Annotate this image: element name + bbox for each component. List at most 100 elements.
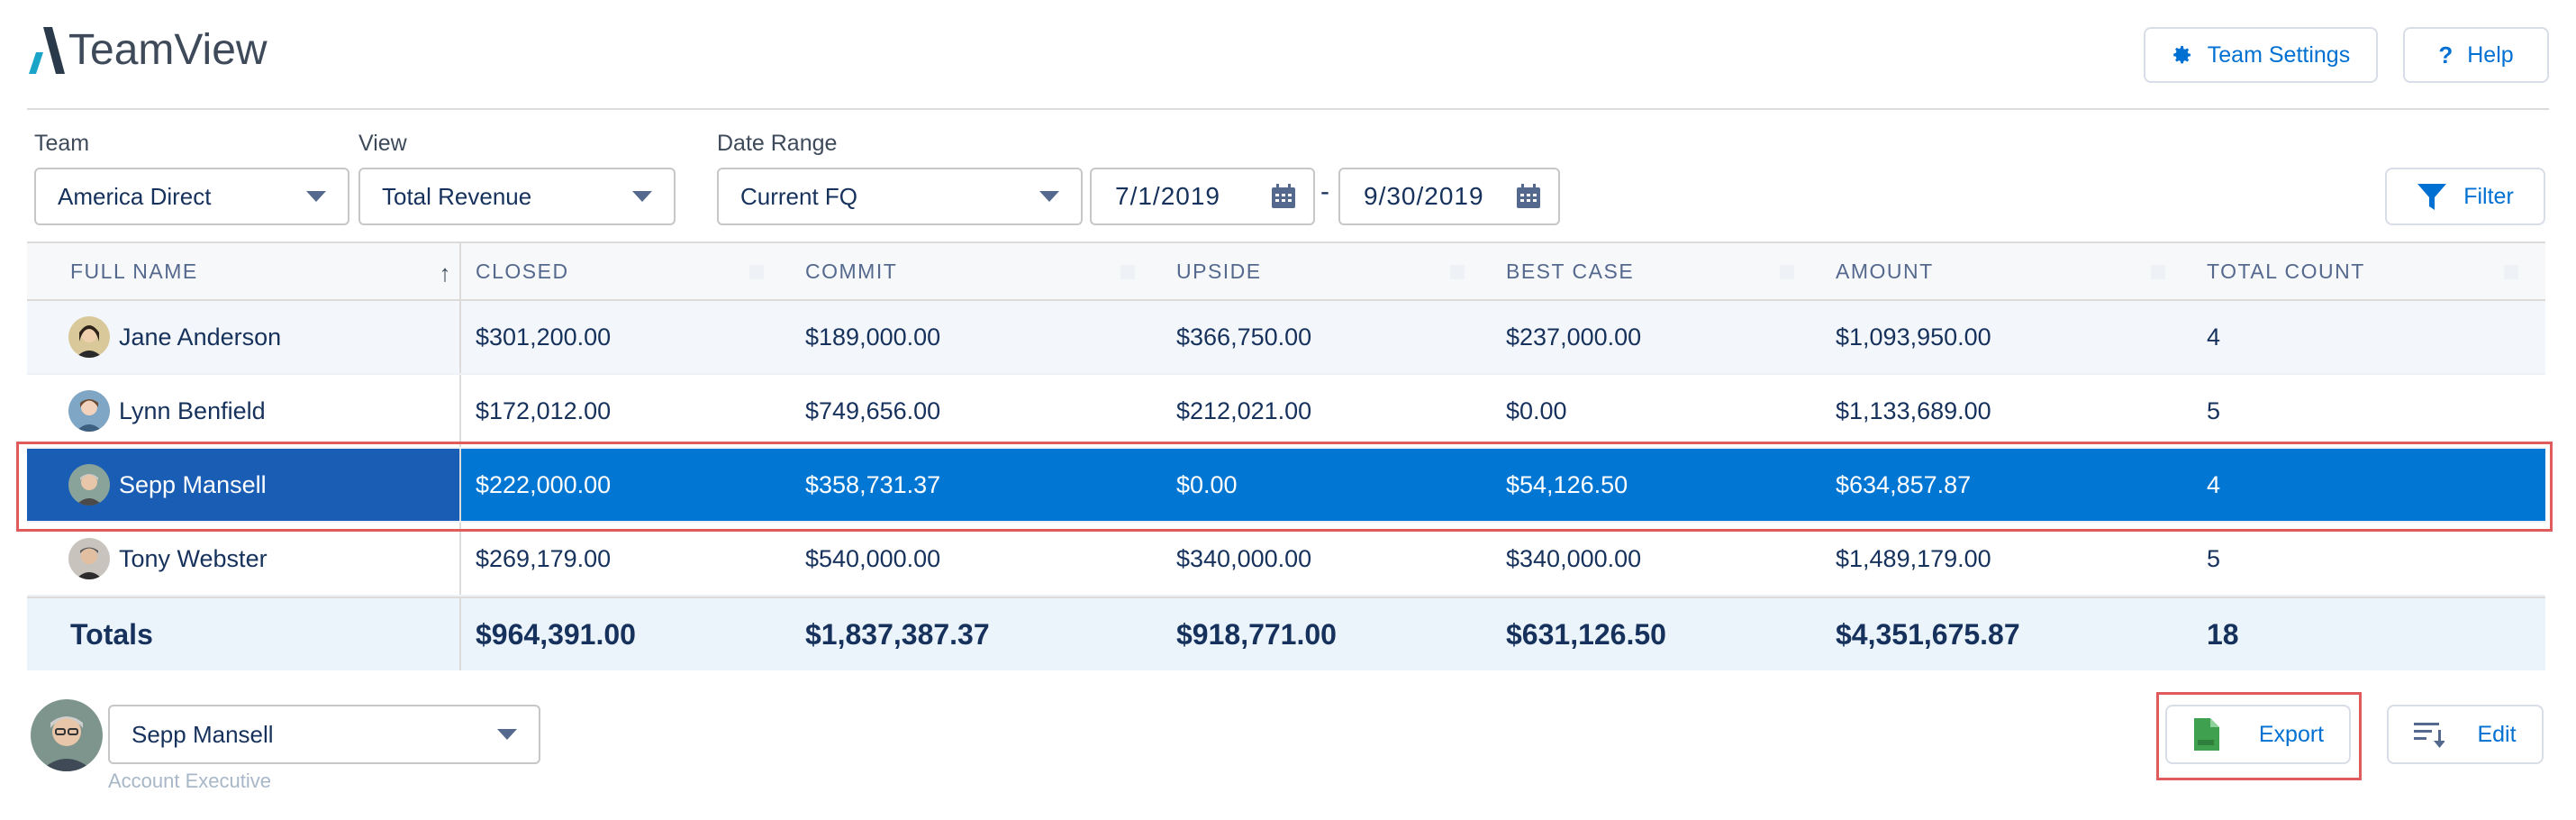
column-resize-handle[interactable] bbox=[2504, 265, 2518, 279]
column-header-label: AMOUNT bbox=[1836, 259, 1934, 283]
column-resize-handle[interactable] bbox=[749, 265, 764, 279]
amount-cell: $1,489,179.00 bbox=[1836, 544, 1991, 572]
edit-label: Edit bbox=[2477, 721, 2517, 747]
table-row-selected[interactable]: Sepp Mansell $222,000.00 $358,731.37 $0.… bbox=[27, 449, 2545, 523]
team-settings-button[interactable]: Team Settings bbox=[2144, 27, 2378, 83]
best-case-cell: $0.00 bbox=[1506, 396, 1567, 424]
view-select-value: Total Revenue bbox=[382, 182, 532, 210]
person-name: Lynn Benfield bbox=[119, 396, 266, 424]
column-header-commit[interactable]: COMMIT bbox=[791, 243, 1162, 299]
full-name-cell[interactable]: Tony Webster bbox=[27, 523, 461, 595]
column-header-full-name[interactable]: FULL NAME ↑ bbox=[27, 243, 461, 299]
column-header-label: CLOSED bbox=[476, 259, 569, 283]
total-count-cell: 5 bbox=[2207, 544, 2221, 572]
revenue-table: FULL NAME ↑ CLOSED COMMIT UPSIDE BEST CA… bbox=[27, 241, 2545, 670]
amount-cell: $1,093,950.00 bbox=[1836, 323, 1991, 351]
column-resize-handle[interactable] bbox=[1780, 265, 1794, 279]
calendar-icon[interactable] bbox=[1270, 183, 1297, 210]
best-case-cell: $340,000.00 bbox=[1506, 544, 1642, 572]
sort-ascending-icon[interactable]: ↑ bbox=[439, 260, 452, 287]
total-amount: $4,351,675.87 bbox=[1836, 617, 2020, 651]
amount-cell: $1,133,689.00 bbox=[1836, 396, 1991, 424]
question-icon: ? bbox=[2438, 41, 2454, 68]
export-button[interactable]: Export bbox=[2165, 705, 2351, 764]
avatar bbox=[68, 464, 110, 506]
column-header-label: COMMIT bbox=[805, 259, 898, 283]
help-button[interactable]: ? Help bbox=[2403, 27, 2549, 83]
column-header-upside[interactable]: UPSIDE bbox=[1162, 243, 1492, 299]
user-select-value: Sepp Mansell bbox=[132, 720, 274, 748]
edit-button[interactable]: Edit bbox=[2387, 705, 2544, 764]
selected-row-highlight bbox=[16, 442, 2553, 532]
filter-button[interactable]: Filter bbox=[2385, 168, 2545, 225]
commit-cell: $540,000.00 bbox=[805, 544, 941, 572]
totals-label: Totals bbox=[27, 598, 461, 670]
column-header-best-case[interactable]: BEST CASE bbox=[1492, 243, 1821, 299]
view-select[interactable]: Total Revenue bbox=[358, 168, 676, 225]
avatar bbox=[68, 316, 110, 358]
best-case-cell: $237,000.00 bbox=[1506, 323, 1642, 351]
amount-cell: $634,857.87 bbox=[1836, 470, 1972, 498]
column-resize-handle[interactable] bbox=[2151, 265, 2165, 279]
column-header-label: BEST CASE bbox=[1506, 259, 1635, 283]
sort-list-icon bbox=[2414, 723, 2445, 748]
commit-cell: $358,731.37 bbox=[805, 470, 941, 498]
table-row[interactable]: Lynn Benfield $172,012.00 $749,656.00 $2… bbox=[27, 375, 2545, 449]
person-name: Tony Webster bbox=[119, 544, 268, 572]
closed-cell: $269,179.00 bbox=[476, 544, 612, 572]
totals-row: Totals $964,391.00 $1,837,387.37 $918,77… bbox=[27, 597, 2545, 670]
column-header-label: UPSIDE bbox=[1176, 259, 1262, 283]
start-date-value: 7/1/2019 bbox=[1115, 182, 1220, 210]
avatar bbox=[31, 699, 103, 771]
total-count-cell: 4 bbox=[2207, 323, 2221, 351]
table-row[interactable]: Tony Webster $269,179.00 $540,000.00 $34… bbox=[27, 523, 2545, 597]
calendar-icon[interactable] bbox=[1515, 183, 1542, 210]
date-range-label: Date Range bbox=[717, 131, 838, 156]
teamview-logo bbox=[29, 27, 65, 74]
team-select[interactable]: America Direct bbox=[34, 168, 349, 225]
total-count: 18 bbox=[2207, 617, 2239, 651]
full-name-cell[interactable]: Sepp Mansell bbox=[27, 449, 461, 521]
full-name-cell[interactable]: Lynn Benfield bbox=[27, 375, 461, 447]
closed-cell: $301,200.00 bbox=[476, 323, 612, 351]
date-range-select-value: Current FQ bbox=[740, 182, 858, 210]
closed-cell: $172,012.00 bbox=[476, 396, 612, 424]
team-label: Team bbox=[34, 131, 90, 156]
export-button-highlight bbox=[2156, 692, 2362, 780]
table-row[interactable]: Jane Anderson $301,200.00 $189,000.00 $3… bbox=[27, 301, 2545, 375]
end-date-input[interactable]: 9/30/2019 bbox=[1338, 168, 1560, 225]
upside-cell: $0.00 bbox=[1176, 470, 1238, 498]
view-label: View bbox=[358, 131, 407, 156]
column-header-total-count[interactable]: TOTAL COUNT bbox=[2192, 243, 2545, 299]
date-range-select[interactable]: Current FQ bbox=[717, 168, 1083, 225]
total-count-cell: 4 bbox=[2207, 470, 2221, 498]
chevron-down-icon bbox=[632, 191, 652, 202]
column-resize-handle[interactable] bbox=[1450, 265, 1465, 279]
chevron-down-icon bbox=[306, 191, 326, 202]
avatar bbox=[68, 390, 110, 432]
best-case-cell: $54,126.50 bbox=[1506, 470, 1628, 498]
chevron-down-icon bbox=[497, 729, 517, 740]
start-date-input[interactable]: 7/1/2019 bbox=[1090, 168, 1315, 225]
commit-cell: $189,000.00 bbox=[805, 323, 941, 351]
chevron-down-icon bbox=[1039, 191, 1059, 202]
total-closed: $964,391.00 bbox=[476, 617, 636, 651]
column-header-label: FULL NAME bbox=[70, 259, 198, 283]
column-resize-handle[interactable] bbox=[1120, 265, 1135, 279]
closed-cell: $222,000.00 bbox=[476, 470, 612, 498]
team-select-value: America Direct bbox=[58, 182, 212, 210]
team-settings-label: Team Settings bbox=[2207, 41, 2351, 68]
export-label: Export bbox=[2258, 721, 2325, 747]
date-separator: - bbox=[1320, 177, 1329, 206]
column-header-closed[interactable]: CLOSED bbox=[461, 243, 791, 299]
user-role: Account Executive bbox=[108, 770, 271, 792]
full-name-cell[interactable]: Jane Anderson bbox=[27, 301, 461, 373]
upside-cell: $366,750.00 bbox=[1176, 323, 1312, 351]
upside-cell: $340,000.00 bbox=[1176, 544, 1312, 572]
funnel-icon bbox=[2417, 184, 2447, 210]
total-upside: $918,771.00 bbox=[1176, 617, 1337, 651]
column-header-amount[interactable]: AMOUNT bbox=[1821, 243, 2192, 299]
commit-cell: $749,656.00 bbox=[805, 396, 941, 424]
user-select[interactable]: Sepp Mansell bbox=[108, 705, 540, 764]
person-name: Sepp Mansell bbox=[119, 470, 267, 498]
